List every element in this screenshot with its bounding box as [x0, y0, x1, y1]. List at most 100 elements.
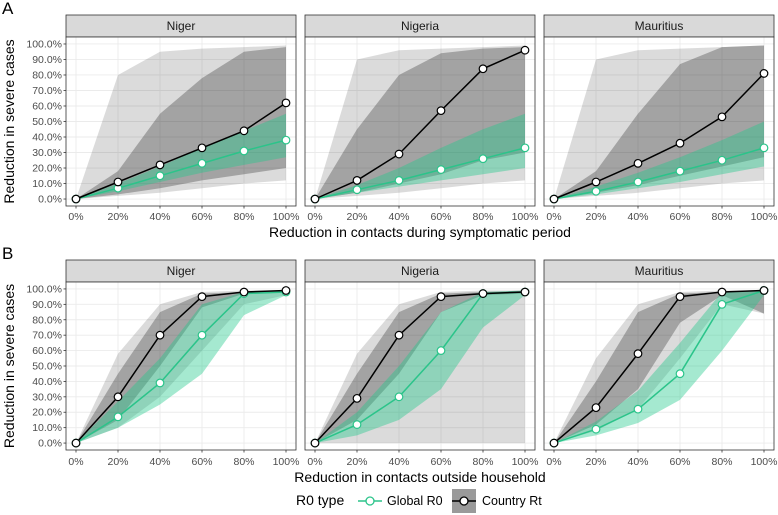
x-tick-label: 60% [430, 211, 451, 223]
legend-title: R0 type [296, 492, 344, 508]
data-point-country-rt [436, 106, 446, 116]
facet-niger: Niger 0% 20% 40% 60% 80% 100% [65, 14, 300, 223]
panel-border [543, 281, 775, 451]
y-tick-label: 90.0% [32, 299, 62, 311]
data-point-country-rt [352, 176, 362, 185]
x-tick-label: 100% [512, 456, 539, 468]
y-tick-label: 10.0% [32, 178, 62, 190]
x-tick-label: 40% [627, 456, 648, 468]
data-point-global-r0 [591, 186, 601, 196]
band-country-rt-outer [315, 290, 525, 444]
facet-nigeria: Nigeria 0% 20% 40% 60% 80% 100% [304, 259, 539, 468]
chart-root: Reduction in severe cases 0.0% 10.0% 20.0% 3… [1, 14, 777, 485]
facet-strip-label: Niger [167, 264, 196, 278]
series-line-global-r0 [75, 139, 287, 200]
panel-tag-b: B [2, 244, 13, 263]
data-point-global-r0 [197, 330, 207, 340]
series-line-country-rt [314, 291, 526, 444]
y-tick-label: 70.0% [32, 330, 62, 342]
data-point-global-r0 [478, 154, 488, 164]
x-tick-label: 80% [711, 211, 732, 223]
data-point-country-rt [591, 403, 601, 413]
data-point-country-rt [352, 393, 362, 403]
x-tick-label: 80% [472, 211, 493, 223]
facet-strip-label: Nigeria [401, 264, 439, 278]
data-point-global-r0 [520, 143, 530, 153]
series-line-country-rt [75, 102, 287, 200]
panel-border [65, 36, 297, 207]
facet-strip-label: Nigeria [401, 19, 439, 33]
legend-key-global-r0 [358, 496, 382, 506]
x-tick-label: 60% [669, 456, 690, 468]
facet-strip-label: Niger [167, 19, 196, 33]
y-tick-label: 30.0% [32, 391, 62, 403]
data-point-country-rt [281, 286, 291, 295]
data-point-country-rt [633, 158, 643, 168]
facet-strip-label: Mauritius [635, 19, 684, 33]
x-tick-label: 40% [149, 456, 170, 468]
data-point-global-r0 [394, 392, 404, 402]
data-point-country-rt [478, 289, 488, 298]
series-line-country-rt [75, 289, 287, 444]
data-point-country-rt [549, 194, 559, 204]
data-point-country-rt [197, 292, 207, 302]
data-point-country-rt [239, 287, 249, 297]
x-tick-label: 100% [273, 211, 300, 223]
x-tick-label: 0% [307, 211, 322, 223]
data-point-country-rt [394, 330, 404, 340]
data-point-global-r0 [394, 176, 404, 185]
data-point-country-rt [239, 126, 249, 136]
y-tick-label: 60.0% [32, 100, 62, 112]
legend-point-country-rt [459, 496, 469, 506]
data-point-country-rt [717, 112, 727, 122]
x-tick-label: 80% [472, 456, 493, 468]
y-tick-label: 50.0% [32, 361, 62, 373]
x-tick-label: 0% [68, 456, 83, 468]
series-line-country-rt [314, 49, 526, 200]
band-global-r0 [315, 290, 525, 444]
data-point-global-r0 [352, 420, 362, 429]
data-point-global-r0 [113, 412, 123, 422]
data-point-country-rt [113, 177, 123, 187]
x-tick-label: 0% [307, 456, 322, 468]
x-tick-label: 80% [711, 456, 732, 468]
data-point-global-r0 [197, 158, 207, 168]
legend-label-global-r0: Global R0 [387, 494, 443, 508]
data-point-global-r0 [436, 346, 446, 355]
data-point-global-r0 [759, 143, 769, 153]
data-point-global-r0 [155, 171, 165, 181]
x-axis-title: Reduction in contacts during symptomatic… [269, 224, 571, 240]
x-tick-label: 20% [107, 456, 128, 468]
data-point-global-r0 [675, 166, 685, 176]
x-axis-title: Reduction in contacts outside household [294, 469, 545, 485]
x-tick-label: 20% [585, 456, 606, 468]
x-tick-label: 0% [68, 211, 83, 223]
data-point-global-r0 [436, 165, 446, 174]
data-point-country-rt [436, 292, 446, 302]
data-point-global-r0 [717, 155, 727, 165]
legend: R0 type Global R0 Country Rt [296, 489, 542, 513]
data-point-country-rt [717, 287, 727, 297]
data-point-country-rt [520, 287, 530, 297]
x-tick-label: 20% [107, 211, 128, 223]
y-axis-title: Reduction in severe cases [1, 284, 17, 448]
band-country-rt-outer [554, 290, 764, 444]
x-tick-label: 40% [627, 211, 648, 223]
data-point-country-rt [71, 194, 81, 204]
x-tick-label: 60% [669, 211, 690, 223]
x-tick-label: 0% [546, 456, 561, 468]
x-tick-label: 40% [388, 456, 409, 468]
y-tick-label: 40.0% [32, 376, 62, 388]
data-point-country-rt [633, 349, 643, 359]
data-point-country-rt [675, 292, 685, 302]
band-country-rt [554, 290, 764, 444]
series-line-global-r0 [314, 147, 526, 200]
data-point-country-rt [71, 438, 81, 448]
data-point-global-r0 [591, 424, 601, 434]
facet-niger: Niger 0% 20% 40% 60% 80% 100% [65, 259, 299, 468]
x-tick-label: 0% [546, 211, 561, 223]
panel-border [543, 36, 775, 207]
y-tick-label: 20.0% [32, 407, 62, 419]
data-point-country-rt [759, 286, 769, 295]
